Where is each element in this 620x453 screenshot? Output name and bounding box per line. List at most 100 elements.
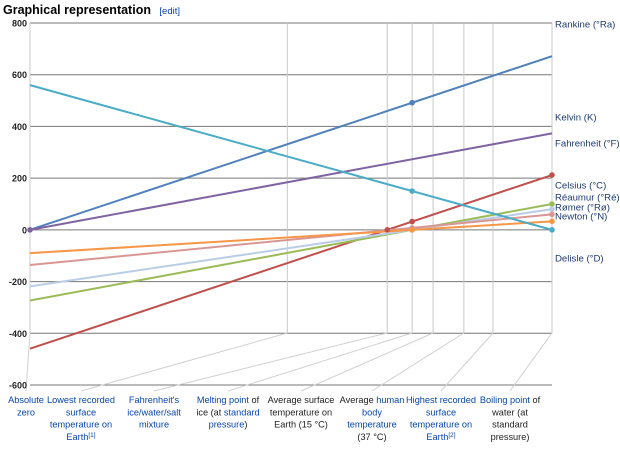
x-label-line: Fahrenheit's: [129, 395, 180, 405]
marker-fahrenheit-melting-point: [409, 218, 415, 225]
x-label-line: Earth[1]: [66, 431, 95, 442]
marker-celsius-boiling-point: [549, 201, 555, 207]
series-label-delisle: Delisle (°D): [555, 254, 604, 265]
x-label-line: Melting point of: [197, 395, 260, 405]
x-label-line: temperature on: [410, 420, 472, 430]
x-label-line: Earth (15 °C): [274, 420, 328, 430]
label-link[interactable]: Earth: [66, 432, 88, 442]
label-link[interactable]: Fahrenheit's: [129, 395, 180, 405]
label-text: temperature on: [270, 407, 332, 417]
reference-vertical-lines: [29, 23, 553, 333]
label-link[interactable]: mixture: [139, 420, 169, 430]
x-label-line: surface: [426, 407, 456, 417]
x-label-line: surface: [66, 407, 96, 417]
label-link[interactable]: Earth: [426, 432, 448, 442]
x-label-line: pressure): [491, 432, 530, 442]
y-tick-label: 400: [12, 122, 27, 132]
label-link[interactable]: surface: [426, 407, 456, 417]
x-label-line: Highest recorded: [406, 395, 476, 405]
marker-delisle-melting-point: [409, 188, 415, 194]
x-label-melting-point: Melting point of ice (at standard pressure…: [196, 395, 259, 430]
series-line-delisle: [29, 84, 553, 231]
label-text: ): [244, 420, 247, 430]
label-link[interactable]: Boiling point: [480, 395, 531, 405]
series-line-kelvin: [29, 132, 553, 231]
marker-fahrenheit-fahrenheit-mixture: [384, 227, 391, 233]
marker-rankine-melting-point: [409, 99, 415, 106]
x-label-line: Absolute: [8, 395, 44, 405]
label-text: of: [249, 395, 260, 405]
horizontal-gridlines: [30, 22, 552, 386]
label-text: (37 °C): [357, 432, 386, 442]
series-labels: Rankine (°Ra) Kelvin (K) Fahrenheit (°F) Ce…: [555, 20, 620, 265]
label-link[interactable]: zero: [17, 407, 35, 417]
series-label-kelvin: Kelvin (K): [555, 113, 597, 124]
label-link[interactable]: [2]: [448, 431, 455, 438]
y-axis-tick-labels: 800 600 400 200 0 -200 -400 -600: [9, 19, 27, 391]
series-line-fahrenheit: [29, 174, 553, 350]
guide-line-body-temperature: [371, 332, 465, 392]
label-link[interactable]: ice/water/salt: [127, 407, 181, 417]
series-label-rankine: Rankine (°Ra): [555, 20, 615, 31]
guide-line-lowest-recorded: [80, 332, 288, 392]
x-label-line: Average surface: [268, 395, 335, 405]
series-line-newton: [29, 220, 553, 255]
series-label-réaumur: Réaumur (°Ré): [555, 193, 620, 204]
x-label-line: Earth[2]: [426, 431, 455, 442]
x-label-fahrenheit-mixture: Fahrenheit's ice/water/salt mixture: [127, 395, 181, 430]
x-label-body-temperature: Average human body temperature (37 °C): [340, 395, 405, 442]
data-markers: [27, 99, 555, 233]
series-line-rankine: [29, 55, 553, 231]
marker-newton-boiling-point: [549, 218, 555, 225]
label-text: Average surface: [268, 395, 335, 405]
series-label-celsius: Celsius (°C): [555, 181, 606, 192]
y-tick-label: 200: [12, 174, 27, 184]
y-tick-label: -600: [9, 381, 27, 391]
x-label-line: zero: [17, 407, 35, 417]
label-text: pressure): [491, 432, 530, 442]
y-tick-label: 800: [12, 19, 27, 29]
series-label-fahrenheit: Fahrenheit (°F): [555, 139, 620, 150]
label-link[interactable]: temperature: [347, 420, 397, 430]
label-link[interactable]: Lowest recorded: [47, 395, 115, 405]
marker-fahrenheit-boiling-point: [549, 172, 555, 178]
label-link[interactable]: body: [362, 407, 382, 417]
label-link[interactable]: temperature on: [410, 420, 472, 430]
x-label-line: body: [362, 407, 382, 417]
label-link[interactable]: surface: [66, 407, 96, 417]
label-link[interactable]: Melting point: [197, 395, 250, 405]
label-link[interactable]: standard: [224, 407, 260, 417]
label-link[interactable]: temperature on: [50, 420, 112, 430]
section-header: Graphical representation [edit]: [3, 1, 180, 19]
reference-point-labels: Absolute zero Lowest recorded surface temper…: [8, 395, 540, 442]
label-guide-lines: [25, 332, 553, 392]
x-label-line: ice/water/salt: [127, 407, 181, 417]
series-lines: [29, 55, 553, 350]
y-tick-label: -200: [9, 277, 27, 287]
edit-link[interactable]: [edit]: [159, 6, 181, 17]
marker-kelvin-absolute-zero: [27, 227, 33, 233]
y-tick-label: 0: [22, 225, 27, 235]
marker-rømer-boiling-point: [549, 211, 555, 218]
label-link[interactable]: pressure: [209, 420, 245, 430]
x-label-average-surface: Average surface temperature on Earth (15 °…: [268, 395, 335, 430]
label-link[interactable]: [1]: [88, 431, 95, 438]
x-label-line: Average human: [340, 395, 405, 405]
marker-réaumur-boiling-point: [549, 206, 555, 212]
guide-line-average-surface: [300, 332, 434, 392]
x-label-line: (37 °C): [357, 432, 386, 442]
label-link[interactable]: Highest recorded: [406, 395, 476, 405]
y-tick-label: -400: [9, 329, 27, 339]
label-text: standard: [492, 420, 528, 430]
x-label-line: temperature on: [50, 420, 112, 430]
label-text: Earth (15 °C): [274, 420, 328, 430]
label-link[interactable]: human: [376, 395, 404, 405]
label-text: ice (at: [196, 407, 224, 417]
series-line-rømer: [29, 213, 553, 266]
label-link[interactable]: Absolute: [8, 395, 44, 405]
guide-line-highest-recorded: [440, 332, 494, 392]
section-title: Graphical representation: [3, 3, 151, 17]
guide-line-absolute-zero: [25, 332, 31, 392]
